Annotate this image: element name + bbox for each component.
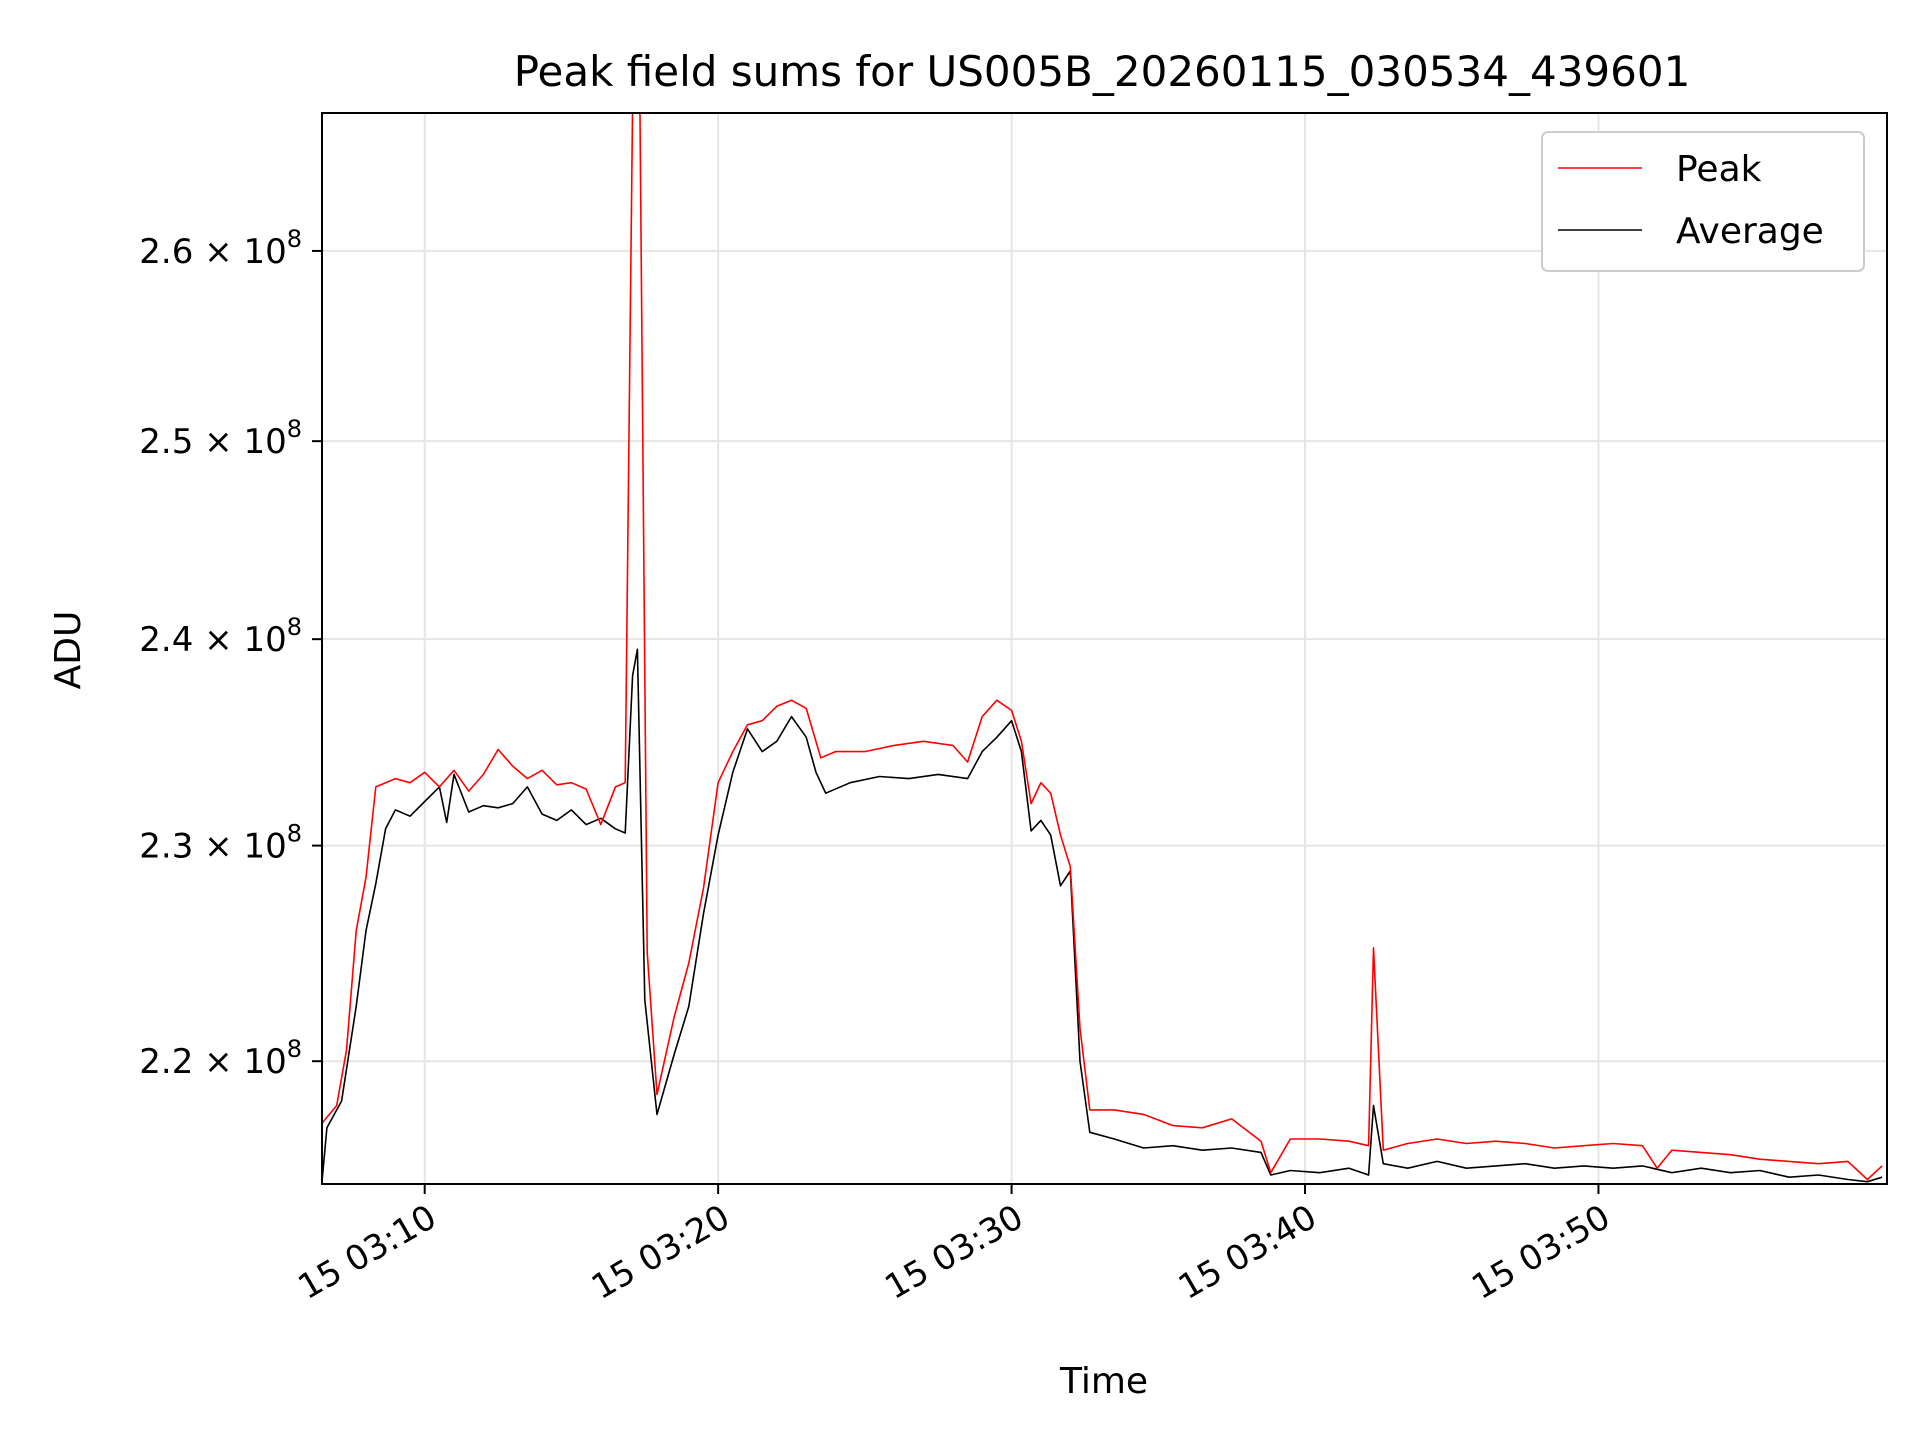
y-tick-label: 2.5 × 108 [139,415,302,462]
chart-title: Peak field sums for US005B_20260115_0305… [514,47,1691,96]
legend: Peak Average [1541,131,1865,272]
legend-label-average: Average [1676,211,1824,252]
series-line-peak [322,113,1883,1181]
y-axis-label: ADU [48,611,89,690]
legend-box [1541,131,1865,272]
plot-frame [321,112,1888,1185]
x-axis-label: Time [1059,1361,1148,1402]
y-tick-label: 2.3 × 108 [139,820,302,867]
y-tick-label: 2.4 × 108 [139,613,302,660]
y-tick-label: 2.2 × 108 [139,1035,302,1082]
y-axis-ticks: 2.2 × 108 2.3 × 108 2.4 × 108 2.5 × 108 2.6 … [139,225,322,1082]
legend-label-peak: Peak [1676,149,1762,190]
y-tick-label: 2.6 × 108 [139,225,302,272]
series-line-average [322,648,1883,1183]
plot-lines [322,113,1883,1183]
